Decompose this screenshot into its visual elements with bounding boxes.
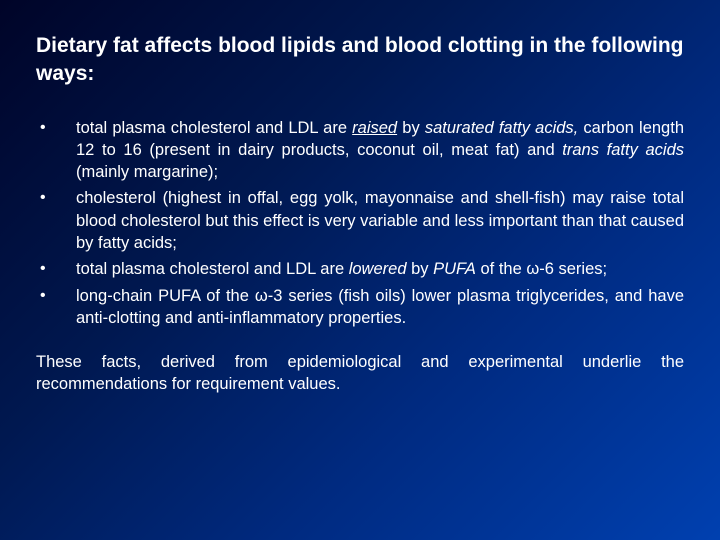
list-item: total plasma cholesterol and LDL are rai… [36,117,684,184]
text-segment: total plasma cholesterol and LDL are [76,260,349,278]
slide-title: Dietary fat affects blood lipids and blo… [36,32,684,89]
text-segment: total plasma cholesterol and LDL are [76,119,352,137]
footer-text: These facts, derived from epidemiologica… [36,351,684,396]
text-segment: raised [352,119,397,137]
text-segment: cholesterol (highest in offal, egg yolk,… [76,189,684,252]
text-segment: long-chain PUFA of the ω-3 series (fish … [76,287,684,327]
bullet-list: total plasma cholesterol and LDL are rai… [36,117,684,329]
text-segment: of the ω-6 series; [476,260,607,278]
text-segment: lowered [349,260,407,278]
text-segment: trans fatty acids [562,141,684,159]
text-segment: by [407,260,434,278]
text-segment: saturated fatty acids, [425,119,578,137]
list-item: total plasma cholesterol and LDL are low… [36,258,684,280]
text-segment: PUFA [433,260,476,278]
text-segment: (mainly margarine); [76,163,218,181]
list-item: cholesterol (highest in offal, egg yolk,… [36,187,684,254]
text-segment: by [397,119,425,137]
list-item: long-chain PUFA of the ω-3 series (fish … [36,285,684,330]
